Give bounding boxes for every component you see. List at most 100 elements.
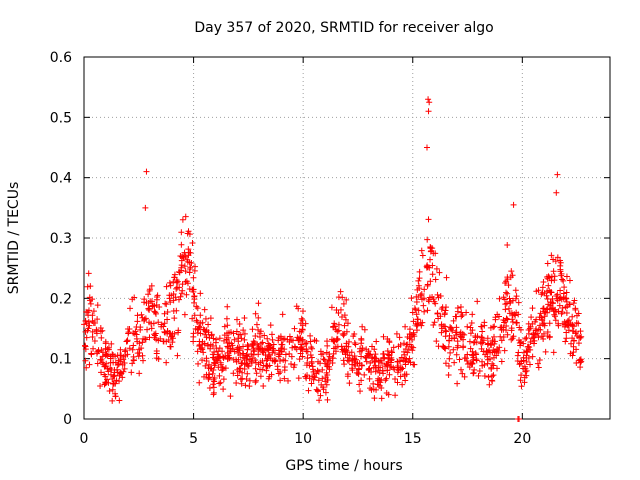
data-point <box>451 359 458 366</box>
data-point <box>524 343 531 350</box>
data-point <box>514 352 521 359</box>
data-point <box>117 352 124 359</box>
x-tick-label: 0 <box>80 431 89 447</box>
data-point <box>560 277 567 284</box>
data-point <box>573 346 580 353</box>
data-point <box>308 360 315 367</box>
data-point <box>124 338 131 345</box>
data-point <box>281 375 288 382</box>
data-point <box>504 276 511 283</box>
data-point <box>376 382 383 389</box>
data-point <box>151 308 158 315</box>
data-point <box>386 352 393 359</box>
data-point <box>474 298 481 305</box>
data-point <box>203 355 210 362</box>
data-point <box>540 336 547 343</box>
data-point <box>502 306 509 313</box>
data-point <box>485 373 492 380</box>
data-point <box>384 367 391 374</box>
data-point <box>493 348 500 355</box>
data-point <box>419 319 426 326</box>
data-point <box>207 365 214 372</box>
data-point <box>280 336 287 343</box>
data-point <box>233 380 240 387</box>
data-point <box>291 325 298 332</box>
grid-layer <box>84 57 610 419</box>
data-point <box>570 349 577 356</box>
data-point <box>107 371 114 378</box>
data-point <box>237 376 244 383</box>
data-point <box>571 337 578 344</box>
data-point <box>185 246 192 253</box>
data-point <box>308 354 315 361</box>
data-point <box>554 171 561 178</box>
data-point <box>577 328 584 335</box>
data-point <box>425 216 432 223</box>
data-point <box>481 373 488 380</box>
data-point <box>238 380 245 387</box>
data-point <box>261 332 268 339</box>
data-point <box>298 341 305 348</box>
data-point <box>399 365 406 372</box>
data-point <box>196 379 203 386</box>
data-point <box>199 346 206 353</box>
data-point <box>168 333 175 340</box>
data-point <box>341 330 348 337</box>
data-point <box>428 247 435 254</box>
data-point <box>216 335 223 342</box>
data-point <box>394 379 401 386</box>
data-point <box>555 322 562 329</box>
data-point <box>313 370 320 377</box>
data-point <box>557 262 564 269</box>
data-point <box>178 257 185 264</box>
data-point <box>93 330 100 337</box>
data-point <box>539 305 546 312</box>
data-point <box>346 358 353 365</box>
data-point <box>575 310 582 317</box>
data-point <box>242 382 249 389</box>
data-point <box>439 304 446 311</box>
data-point <box>424 307 431 314</box>
data-point <box>395 343 402 350</box>
data-point <box>173 285 180 292</box>
data-point <box>564 322 571 329</box>
data-point <box>130 342 137 349</box>
data-point <box>169 339 176 346</box>
data-point <box>363 346 370 353</box>
data-point <box>507 274 514 281</box>
data-point <box>239 350 246 357</box>
data-point <box>486 347 493 354</box>
data-point <box>140 335 147 342</box>
data-point <box>454 380 461 387</box>
data-point <box>408 343 415 350</box>
data-point <box>356 381 363 388</box>
data-point <box>416 268 423 275</box>
data-point <box>409 336 416 343</box>
data-point <box>358 362 365 369</box>
data-point <box>252 365 259 372</box>
y-tick-label: 0.1 <box>50 352 72 368</box>
data-point <box>109 376 116 383</box>
data-point <box>235 338 242 345</box>
data-point <box>438 329 445 336</box>
y-tick-label: 0.5 <box>50 110 72 126</box>
data-point <box>238 335 245 342</box>
data-point <box>539 289 546 296</box>
data-point <box>503 322 510 329</box>
data-point <box>115 360 122 367</box>
data-point <box>349 361 356 368</box>
data-point <box>443 328 450 335</box>
data-point <box>415 307 422 314</box>
data-point <box>290 337 297 344</box>
data-point <box>517 326 524 333</box>
data-point <box>223 315 230 322</box>
data-point <box>488 365 495 372</box>
data-point <box>155 319 162 326</box>
data-point <box>512 287 519 294</box>
data-point <box>526 361 533 368</box>
data-point <box>224 343 231 350</box>
data-point <box>201 340 208 347</box>
data-point <box>295 336 302 343</box>
data-points <box>81 96 585 422</box>
data-point <box>240 343 247 350</box>
